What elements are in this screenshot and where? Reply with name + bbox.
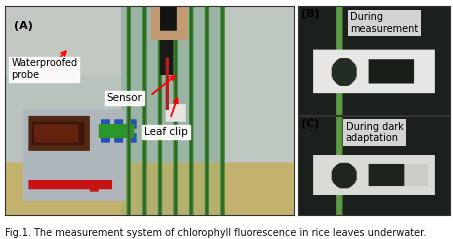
- Text: (C): (C): [301, 119, 320, 129]
- Text: Sensor: Sensor: [106, 93, 142, 103]
- Text: (A): (A): [14, 21, 33, 31]
- Text: Leaf clip: Leaf clip: [144, 127, 188, 137]
- Text: Fig.1. The measurement system of chlorophyll fluorescence in rice leaves underwa: Fig.1. The measurement system of chlorop…: [5, 228, 426, 238]
- Text: (B): (B): [301, 9, 320, 19]
- Text: Waterproofed
probe: Waterproofed probe: [11, 58, 77, 80]
- Text: During dark
adaptation: During dark adaptation: [346, 122, 404, 143]
- Text: During
measurement: During measurement: [350, 12, 419, 33]
